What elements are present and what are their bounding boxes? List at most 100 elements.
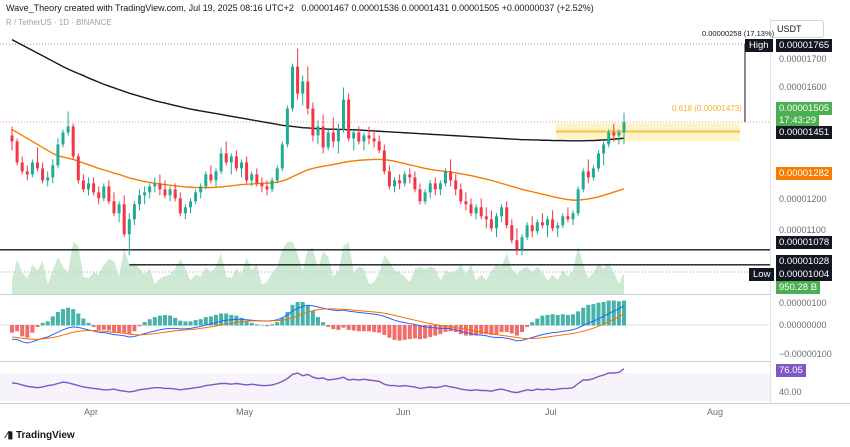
macd-histogram-bar — [15, 325, 20, 332]
footer-brand: TradingView — [15, 430, 75, 441]
macd-histogram-bar — [479, 325, 484, 335]
fib-level-label: 0.618 (0.00001473) — [672, 104, 742, 113]
candle-body — [143, 192, 147, 196]
macd-histogram-bar — [596, 302, 601, 326]
price-tick: 0.00001200 — [779, 194, 827, 204]
candle-body — [285, 108, 289, 145]
candle-body — [551, 219, 555, 229]
candle-body — [301, 81, 305, 94]
candle-body — [97, 192, 101, 199]
candle-body — [586, 171, 590, 178]
macd-histogram-bar — [25, 325, 30, 338]
candle-body — [454, 180, 458, 190]
macd-histogram-bar — [382, 325, 387, 335]
macd-histogram-bar — [20, 325, 25, 337]
macd-histogram-bar — [453, 325, 458, 332]
macd-histogram-bar — [310, 310, 315, 326]
macd-histogram-bar — [428, 325, 433, 338]
candle-body — [30, 162, 34, 175]
candle-body — [612, 132, 616, 136]
candle-body — [66, 126, 70, 133]
candle-body — [326, 132, 330, 148]
macd-histogram-bar — [152, 317, 157, 326]
macd-histogram-bar — [203, 317, 208, 326]
candle-body — [234, 156, 238, 169]
candle-body — [41, 168, 45, 181]
candle-body — [25, 171, 29, 175]
macd-histogram-bar — [616, 301, 621, 326]
tradingview-logo-icon: ⁄▮ — [6, 430, 14, 441]
low-price-tag: 0.00001004 — [776, 268, 833, 281]
candle-body — [367, 135, 371, 139]
macd-histogram-bar — [499, 325, 504, 332]
candle-body — [418, 189, 422, 202]
ema-short-tag: 0.00001282 — [776, 167, 833, 180]
macd-histogram-bar — [137, 325, 142, 327]
currency-button[interactable]: USDT — [770, 20, 824, 38]
candle-body — [500, 207, 504, 217]
x-tick-apr: Apr — [84, 407, 99, 417]
macd-histogram-bar — [178, 320, 183, 326]
macd-histogram-bar — [336, 325, 341, 330]
macd-histogram-bar — [112, 325, 116, 333]
pane-divider-macd — [0, 294, 770, 295]
macd-histogram-bar — [448, 325, 453, 332]
candle-body — [571, 213, 575, 220]
macd-histogram-bar — [474, 325, 479, 336]
macd-histogram-bar — [71, 309, 76, 326]
x-tick-jul: Jul — [545, 407, 557, 417]
macd-histogram-bar — [214, 314, 218, 326]
price-chart[interactable] — [0, 0, 770, 405]
macd-histogram-bar — [458, 325, 463, 335]
candle-body — [81, 180, 85, 190]
candle-body — [163, 189, 167, 196]
macd-histogram-bar — [254, 324, 259, 326]
candle-body — [357, 132, 361, 142]
macd-histogram-bar — [96, 325, 101, 330]
macd-histogram-bar — [351, 325, 356, 331]
candle-body — [505, 207, 509, 226]
volume-area — [12, 242, 624, 294]
candle-body — [438, 183, 442, 190]
macd-histogram-bar — [10, 325, 14, 333]
candle-body — [520, 237, 524, 250]
candle-body — [444, 171, 447, 184]
macd-histogram-bar — [244, 320, 249, 326]
candle-body — [464, 201, 468, 205]
macd-histogram-bar — [91, 325, 96, 327]
macd-histogram-bar — [295, 301, 300, 326]
macd-histogram-bar — [622, 300, 626, 326]
macd-histogram-bar — [30, 325, 35, 333]
candle-body — [561, 216, 565, 226]
price-tick: 0.00001700 — [779, 54, 827, 64]
ema-50-line — [11, 128, 625, 201]
candle-body — [245, 162, 249, 181]
macd-histogram-bar — [346, 325, 351, 330]
high-price-tag: 0.00001765 — [776, 39, 833, 52]
macd-histogram-bar — [265, 325, 269, 327]
macd-histogram-bar — [193, 319, 198, 326]
candle-body — [112, 201, 116, 214]
candle-body — [107, 186, 111, 202]
candle-body — [219, 153, 223, 172]
candle-body — [622, 121, 626, 133]
candle-body — [51, 165, 55, 178]
macd-histogram-bar — [50, 316, 55, 326]
macd-histogram-bar — [514, 325, 519, 336]
macd-histogram-bar — [484, 325, 489, 335]
candle-body — [321, 126, 325, 148]
candle-body — [275, 168, 279, 181]
candle-body — [127, 219, 131, 235]
candle-body — [316, 126, 320, 136]
x-tick-jun: Jun — [396, 407, 411, 417]
candle-body — [413, 177, 417, 190]
author-line: Wave_Theory created with TradingView.com… — [6, 3, 294, 13]
macd-histogram-bar — [122, 325, 127, 333]
candle-body — [540, 222, 544, 226]
candle-body — [138, 195, 141, 205]
macd-histogram-bar — [372, 325, 377, 332]
candle-body — [224, 153, 228, 163]
macd-histogram-bar — [525, 325, 530, 327]
candle-body — [581, 171, 585, 190]
macd-histogram-bar — [397, 325, 402, 341]
